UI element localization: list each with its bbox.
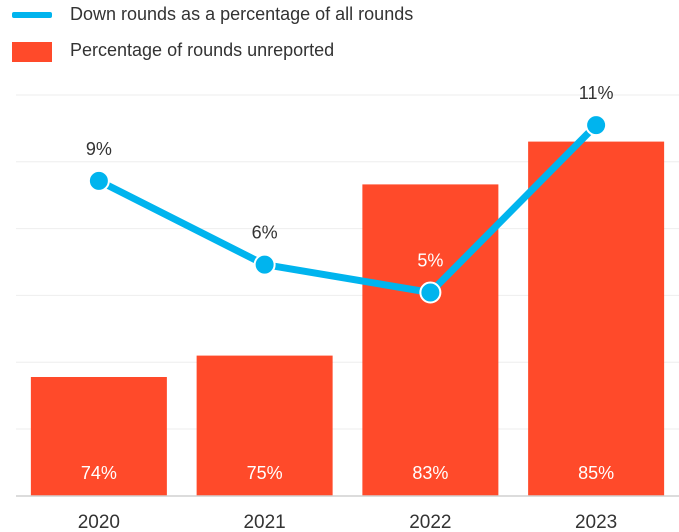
bar-data-label: 83% xyxy=(412,463,448,483)
bar xyxy=(362,184,499,496)
line-point xyxy=(253,253,276,276)
x-tick-label: 2022 xyxy=(409,512,451,532)
line-point xyxy=(87,169,110,192)
line-data-label: 6% xyxy=(252,223,278,243)
bar-data-label: 75% xyxy=(247,463,283,483)
x-tick-label: 2021 xyxy=(243,512,285,532)
line-data-label: 9% xyxy=(86,139,112,159)
line-data-label: 11% xyxy=(579,83,614,103)
legend-label-bar: Percentage of rounds unreported xyxy=(70,40,335,60)
x-tick-label: 2020 xyxy=(78,512,120,532)
legend-line-swatch xyxy=(12,12,52,18)
series-line xyxy=(95,121,600,296)
legend-label-line: Down rounds as a percentage of all round… xyxy=(70,4,414,24)
line-point xyxy=(585,114,608,137)
line-point xyxy=(419,281,442,304)
line-data-label: 5% xyxy=(417,251,443,271)
x-tick-label: 2023 xyxy=(575,512,617,532)
bar xyxy=(196,355,333,496)
bar-data-label: 74% xyxy=(81,463,117,483)
bar xyxy=(528,141,665,496)
legend-bar-swatch xyxy=(12,42,52,62)
bar-data-label: 85% xyxy=(578,463,614,483)
bar xyxy=(30,377,167,496)
